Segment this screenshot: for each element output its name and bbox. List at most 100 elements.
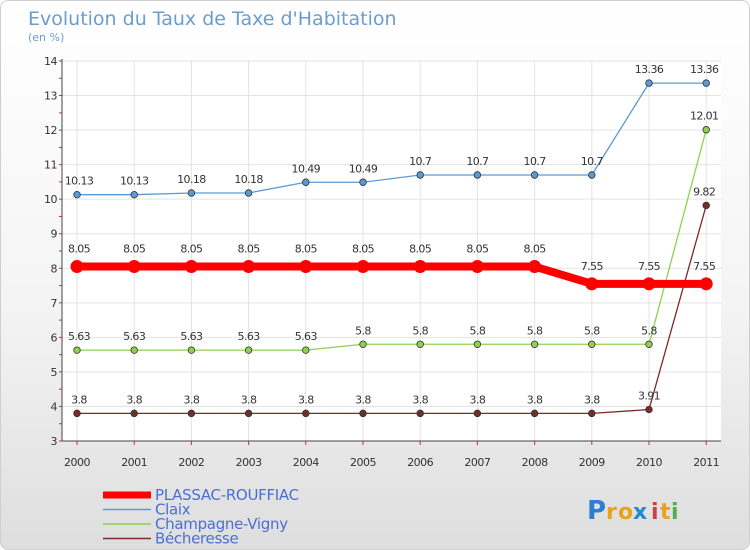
- data-point-b-cheresse: [187, 409, 196, 418]
- x-tick-label: 2003: [236, 456, 262, 469]
- x-tick-label: 2001: [121, 456, 147, 469]
- series-plassac-rouffiac: [70, 260, 713, 291]
- y-tick-label: 7: [51, 297, 58, 310]
- series-b-cheresse: [73, 201, 710, 418]
- data-label-plassac-rouffiac: 8.05: [238, 243, 261, 256]
- data-point-b-cheresse: [359, 409, 367, 418]
- data-label-plassac-rouffiac: 7.55: [693, 260, 716, 273]
- data-label-b-cheresse: 3.8: [184, 393, 200, 406]
- chart-subtitle: (en %): [28, 31, 64, 44]
- y-tick-label: 3: [51, 435, 58, 448]
- y-tick-label: 14: [44, 55, 57, 68]
- data-point-champagne-vigny: [359, 340, 367, 348]
- logo-letter: i: [671, 500, 679, 525]
- data-label-claix: 13.36: [635, 63, 664, 76]
- data-point-plassac-rouffiac: [528, 260, 542, 274]
- data-point-champagne-vigny: [588, 340, 596, 348]
- data-label-claix: 10.13: [65, 175, 94, 188]
- data-label-plassac-rouffiac: 8.05: [466, 243, 489, 256]
- data-point-champagne-vigny: [416, 340, 424, 348]
- data-label-b-cheresse: 3.8: [412, 393, 428, 406]
- data-point-claix: [130, 190, 138, 199]
- data-label-plassac-rouffiac: 8.05: [295, 243, 318, 256]
- data-point-b-cheresse: [130, 409, 138, 418]
- data-point-plassac-rouffiac: [70, 260, 84, 274]
- logo-letter: P: [587, 496, 606, 526]
- data-label-b-cheresse: 9.82: [693, 185, 715, 198]
- data-label-plassac-rouffiac: 8.05: [352, 243, 375, 256]
- data-label-champagne-vigny: 5.8: [470, 324, 486, 337]
- data-label-b-cheresse: 3.8: [241, 393, 257, 406]
- data-point-b-cheresse: [530, 409, 539, 418]
- data-point-champagne-vigny: [187, 346, 196, 354]
- plot-area: [62, 61, 721, 441]
- data-point-b-cheresse: [588, 409, 596, 418]
- data-label-claix: 10.7: [524, 155, 547, 168]
- data-point-claix: [530, 171, 539, 179]
- x-tick-label: 2002: [178, 456, 204, 469]
- logo-letter: t: [660, 500, 671, 525]
- data-point-plassac-rouffiac: [585, 277, 599, 291]
- data-label-plassac-rouffiac: 8.05: [68, 243, 91, 256]
- y-tick-label: 8: [51, 262, 58, 275]
- series-claix: [73, 79, 710, 199]
- data-point-claix: [187, 189, 196, 197]
- data-point-champagne-vigny: [473, 340, 482, 348]
- data-label-champagne-vigny: 5.63: [180, 330, 203, 343]
- series-line-b-cheresse: [76, 204, 707, 415]
- data-point-champagne-vigny: [244, 346, 253, 354]
- x-tick-label: 2010: [636, 456, 662, 469]
- data-point-plassac-rouffiac: [642, 277, 656, 291]
- data-label-b-cheresse: 3.8: [126, 393, 142, 406]
- data-point-plassac-rouffiac: [127, 260, 141, 274]
- grid: [62, 60, 721, 442]
- series-line-claix: [76, 82, 707, 196]
- data-label-champagne-vigny: 5.63: [123, 330, 146, 343]
- legend-label-champagne-vigny: Champagne-Vigny: [155, 515, 288, 533]
- data-point-claix: [645, 79, 653, 87]
- y-tick-label: 6: [51, 331, 58, 344]
- data-point-b-cheresse: [473, 409, 482, 418]
- data-point-champagne-vigny: [530, 340, 539, 348]
- legend-label-plassac-rouffiac: PLASSAC-ROUFFIAC: [155, 486, 299, 504]
- data-point-b-cheresse: [244, 409, 253, 418]
- data-label-champagne-vigny: 5.63: [295, 330, 318, 343]
- data-point-b-cheresse: [416, 409, 424, 418]
- data-label-b-cheresse: 3.8: [470, 393, 486, 406]
- data-label-plassac-rouffiac: 8.05: [409, 243, 432, 256]
- y-tick-label: 9: [51, 228, 58, 241]
- series-group: [70, 79, 713, 418]
- data-label-b-cheresse: 3.8: [298, 393, 314, 406]
- y-tick-label: 4: [51, 400, 58, 413]
- data-point-plassac-rouffiac: [470, 260, 484, 274]
- series-champagne-vigny: [73, 126, 710, 354]
- x-tick-label: 2011: [693, 456, 719, 469]
- data-point-claix: [359, 178, 367, 186]
- data-label-claix: 10.13: [120, 175, 149, 188]
- data-label-plassac-rouffiac: 8.05: [123, 243, 146, 256]
- data-point-claix: [244, 189, 253, 197]
- data-point-plassac-rouffiac: [184, 260, 198, 274]
- y-tick-label: 10: [44, 193, 57, 206]
- data-label-b-cheresse: 3.8: [584, 393, 600, 406]
- data-label-b-cheresse: 3.8: [71, 393, 87, 406]
- data-label-plassac-rouffiac: 7.55: [638, 260, 661, 273]
- chart-title: Evolution du Taux de Taxe d'Habitation: [28, 8, 397, 30]
- logo-letter: r: [606, 500, 617, 525]
- data-label-champagne-vigny: 5.8: [527, 324, 543, 337]
- y-tick-label: 5: [51, 366, 58, 379]
- data-point-claix: [73, 190, 81, 199]
- data-point-champagne-vigny: [130, 346, 138, 354]
- data-point-champagne-vigny: [702, 126, 710, 134]
- y-tick-label: 13: [44, 90, 57, 103]
- data-labels: 10.13 10.13 10.18 10.18 10.49 10.49 10.7 10.7 10…: [65, 63, 720, 406]
- x-tick-label: 2009: [579, 456, 605, 469]
- x-tick-label: 2006: [407, 456, 433, 469]
- data-point-claix: [416, 171, 424, 179]
- y-tick-label: 12: [44, 124, 57, 137]
- data-point-champagne-vigny: [645, 340, 653, 348]
- data-point-b-cheresse: [645, 405, 653, 414]
- data-label-claix: 10.7: [409, 155, 432, 168]
